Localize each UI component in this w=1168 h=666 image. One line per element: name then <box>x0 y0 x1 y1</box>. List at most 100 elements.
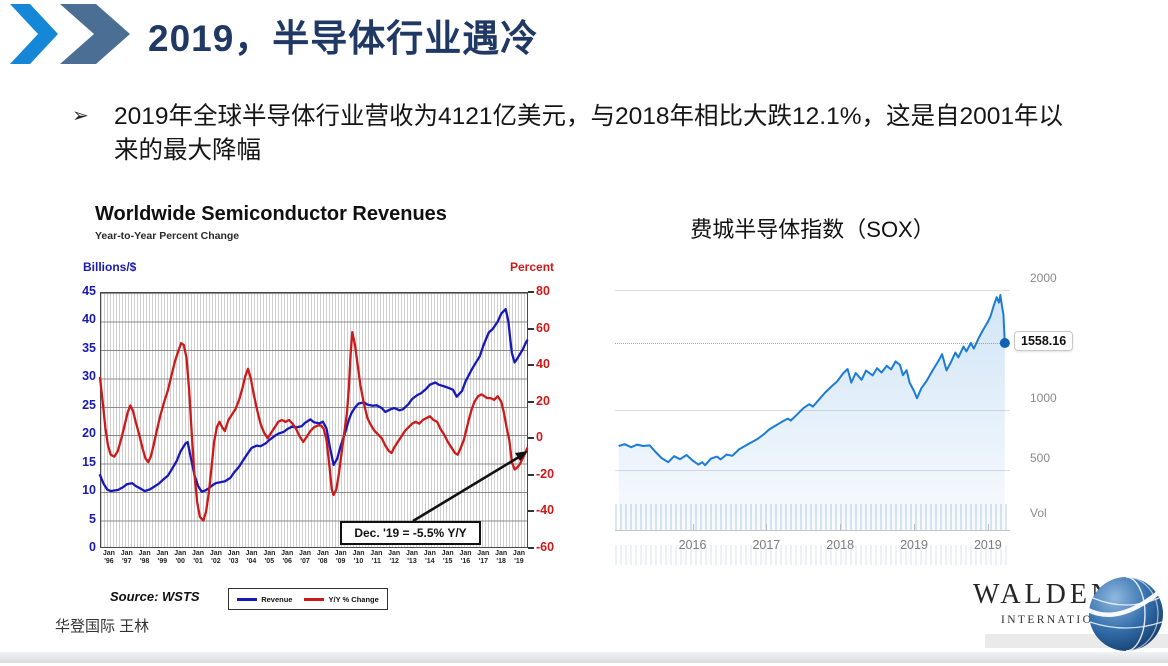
bullet-text: 2019年全球半导体行业营收为4121亿美元，与2018年相比大跌12.1%，这… <box>114 103 1063 165</box>
wsts-x-tick-year: '00 <box>175 558 185 565</box>
sox-y-tick: 1000 <box>1030 391 1057 405</box>
sox-x-tick-mark <box>987 524 989 531</box>
wsts-x-tick-month: Jan <box>156 550 169 557</box>
wsts-right-tick-dash <box>528 473 534 476</box>
wsts-right-tick-dash <box>528 364 534 367</box>
wsts-right-tick: 20 <box>536 393 550 408</box>
wsts-plot-area <box>100 292 528 548</box>
page-title: 2019，半导体行业遇冷 <box>148 18 539 59</box>
wsts-x-tick-month: Jan <box>174 550 187 557</box>
legend-item: Revenue <box>237 595 292 604</box>
wsts-x-tick-year: '99 <box>157 558 168 565</box>
wsts-x-tick-year: '04 <box>246 558 257 565</box>
wsts-x-tick-month: Jan <box>209 550 222 557</box>
wsts-left-tick: 25 <box>82 397 96 412</box>
wsts-x-tick-year: '18 <box>496 558 506 565</box>
wsts-x-tick: Jan '98 <box>136 550 154 566</box>
sox-chart-panel: 费城半导体指数（SOX） 2000 1000 500 1558.16 Vol 201… <box>600 210 1074 580</box>
wsts-x-tick-month: Jan <box>138 550 151 557</box>
sox-x-tick-mark <box>766 524 768 531</box>
chevron-right-icon <box>60 4 130 64</box>
wsts-x-tick-month: Jan <box>405 550 419 557</box>
sox-line <box>618 294 1006 467</box>
bullet-marker: ➢ <box>72 105 89 127</box>
wsts-x-tick-month: Jan <box>281 550 294 557</box>
wsts-chart-panel: Worldwide Semiconductor Revenues Year-to… <box>80 200 580 630</box>
wsts-left-tick: 15 <box>82 454 96 469</box>
wsts-x-tick-year: '98 <box>139 558 150 565</box>
wsts-x-tick-year: '97 <box>122 558 132 565</box>
sox-x-tick-mark <box>692 524 694 531</box>
wsts-x-tick: Jan '02 <box>207 550 225 566</box>
wsts-x-tick: Jan '19 <box>510 550 528 566</box>
bottom-bar <box>0 652 1168 663</box>
wsts-x-tick-year: '08 <box>318 558 328 565</box>
wsts-x-tick-year: '11 <box>371 558 381 565</box>
wsts-x-tick-month: Jan <box>120 550 133 557</box>
wsts-x-axis: Jan '96 Jan '97 Jan '98 Jan '99 Jan '00 Jan '01 Jan '… <box>100 550 528 566</box>
wsts-left-tick: 10 <box>82 483 96 498</box>
wsts-x-tick: Jan '14 <box>421 550 439 566</box>
wsts-x-tick: Jan '00 <box>171 550 189 566</box>
wsts-right-tick: -60 <box>536 540 555 554</box>
footer-author: 华登国际 王林 <box>55 618 150 635</box>
wsts-x-tick: Jan '10 <box>350 550 368 566</box>
wsts-x-tick-month: Jan <box>441 550 454 557</box>
wsts-x-tick-year: '03 <box>228 558 239 565</box>
wsts-x-tick: Jan '11 <box>367 550 385 566</box>
sox-y-tick: 2000 <box>1030 271 1057 285</box>
wsts-x-tick-year: '05 <box>264 558 275 565</box>
bullet-item: ➢ 2019年全球半导体行业营收为4121亿美元，与2018年相比大跌12.1%… <box>72 100 1077 169</box>
wsts-x-tick-month: Jan <box>192 550 205 557</box>
wsts-x-tick-month: Jan <box>352 550 365 557</box>
wsts-x-tick: Jan '99 <box>153 550 171 566</box>
wsts-left-tick: 5 <box>89 511 96 526</box>
wsts-x-tick-month: Jan <box>298 550 312 557</box>
sox-x-tick-label: 2017 <box>744 538 788 552</box>
wsts-x-tick: Jan '96 <box>100 550 118 566</box>
wsts-right-tick-dash <box>528 437 534 440</box>
legend-label: Y/Y % Change <box>328 594 379 604</box>
wsts-x-tick-year: '12 <box>389 558 399 565</box>
wsts-legend: Revenue Y/Y % Change <box>228 588 388 610</box>
wsts-x-tick-year: '01 <box>193 558 203 565</box>
legend-swatch <box>237 597 258 601</box>
sox-x-tick-mark <box>840 524 842 531</box>
wsts-x-tick-month: Jan <box>334 550 347 557</box>
wsts-left-tick: 30 <box>82 369 96 384</box>
double-chevron-icon <box>10 4 130 64</box>
wsts-right-tick: 40 <box>536 357 550 372</box>
sox-x-tick-label: 2019 <box>892 538 936 552</box>
wsts-right-tick: 0 <box>536 430 543 445</box>
wsts-x-tick-year: '96 <box>104 558 114 565</box>
wsts-chart-title: Worldwide Semiconductor Revenues <box>95 203 447 225</box>
wsts-left-tick: 45 <box>82 284 96 298</box>
wsts-right-tick: -40 <box>536 503 555 518</box>
wsts-x-tick-year: '16 <box>460 558 471 565</box>
wsts-x-tick-month: Jan <box>388 550 401 557</box>
wsts-x-tick-year: '17 <box>478 558 489 565</box>
wsts-x-tick: Jan '06 <box>278 550 296 566</box>
sox-series-svg <box>618 294 1010 530</box>
wsts-right-tick-dash <box>528 291 534 293</box>
wsts-x-tick-month: Jan <box>263 550 276 557</box>
wsts-x-tick-year: '14 <box>425 558 435 565</box>
sox-plot-area <box>615 270 1010 531</box>
wsts-x-tick-year: '19 <box>514 558 524 565</box>
wsts-x-tick: Jan '08 <box>314 550 332 566</box>
wsts-x-tick-year: '13 <box>407 558 417 565</box>
globe-icon <box>1086 576 1166 652</box>
wsts-source: Source: WSTS <box>110 589 200 604</box>
wsts-x-tick: Jan '03 <box>225 550 243 566</box>
sox-current-value-badge: 1558.16 <box>1014 331 1074 351</box>
legend-item: Y/Y % Change <box>304 594 379 604</box>
wsts-chart-subtitle: Year-to-Year Percent Change <box>95 230 240 242</box>
wsts-x-tick-year: '10 <box>353 558 364 565</box>
wsts-x-tick-month: Jan <box>227 550 240 557</box>
wsts-x-tick-month: Jan <box>102 550 115 557</box>
sox-area <box>618 295 1005 530</box>
sox-x-tick-label: 2016 <box>671 538 715 552</box>
sox-x-axis-line <box>615 530 1010 531</box>
sox-end-dot <box>999 338 1010 349</box>
wsts-x-tick-month: Jan <box>245 550 258 557</box>
